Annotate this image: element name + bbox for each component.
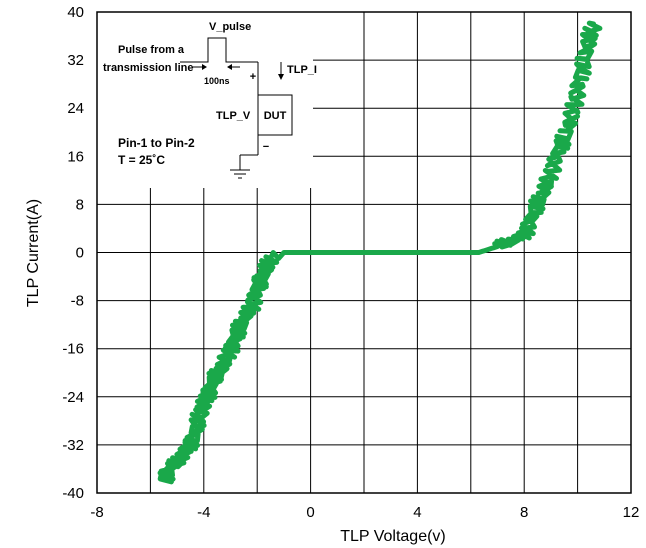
y-tick-label: -24 xyxy=(62,389,84,406)
y-tick-label: 16 xyxy=(67,148,84,165)
inset-tlpv-label: TLP_V xyxy=(216,110,251,122)
inset-pulse-from-line2: transmission line xyxy=(103,62,193,74)
duration-arrowhead-left xyxy=(202,64,207,70)
x-axis-title: TLP Voltage(v) xyxy=(340,528,446,545)
x-tick-labels: -8 -4 0 4 8 12 xyxy=(90,504,639,521)
x-tick-label: 12 xyxy=(623,504,640,521)
y-tick-label: 8 xyxy=(76,196,84,213)
series-layer xyxy=(157,20,603,485)
dut-box xyxy=(257,94,293,136)
inset-duration-label: 100ns xyxy=(204,76,230,86)
y-axis-title: TLP Current(A) xyxy=(25,199,42,307)
y-tick-label: -32 xyxy=(62,437,84,454)
plot-border xyxy=(96,11,632,494)
inset-tlpi-label: TLP_I xyxy=(287,64,317,76)
inset-pulse-from-line1: Pulse from a xyxy=(118,44,185,56)
inset-diagram: V_pulse Pulse from a transmission line 1… xyxy=(97,12,317,188)
x-tick-label: -4 xyxy=(197,504,210,521)
current-arrowhead xyxy=(278,74,284,80)
y-tick-label: 0 xyxy=(76,245,84,262)
x-tick-label: 0 xyxy=(306,504,314,521)
y-tick-label: -40 xyxy=(62,485,84,502)
inset-pin-label: Pin-1 to Pin-2 xyxy=(118,136,195,150)
inset-plus: + xyxy=(250,71,256,83)
x-tick-label: -8 xyxy=(90,504,103,521)
y-tick-labels: 40 32 24 16 8 0 -8 -16 -24 -32 -40 xyxy=(62,4,84,502)
inset-minus: − xyxy=(263,141,269,153)
duration-arrowhead-right xyxy=(227,64,232,70)
x-tick-label: 8 xyxy=(520,504,528,521)
y-tick-label: 32 xyxy=(67,52,84,69)
series-line xyxy=(157,20,603,485)
inset-dut-label: DUT xyxy=(264,110,287,122)
y-tick-label: -16 xyxy=(62,341,84,358)
inset-vpulse-label: V_pulse xyxy=(209,21,251,33)
y-tick-label: 24 xyxy=(67,100,84,117)
y-tick-label: 40 xyxy=(67,4,84,21)
pulse-waveform xyxy=(180,37,258,63)
y-tick-label: -8 xyxy=(71,293,84,310)
inset-temp-label: T = 25˚C xyxy=(118,153,165,167)
x-tick-label: 4 xyxy=(413,504,421,521)
